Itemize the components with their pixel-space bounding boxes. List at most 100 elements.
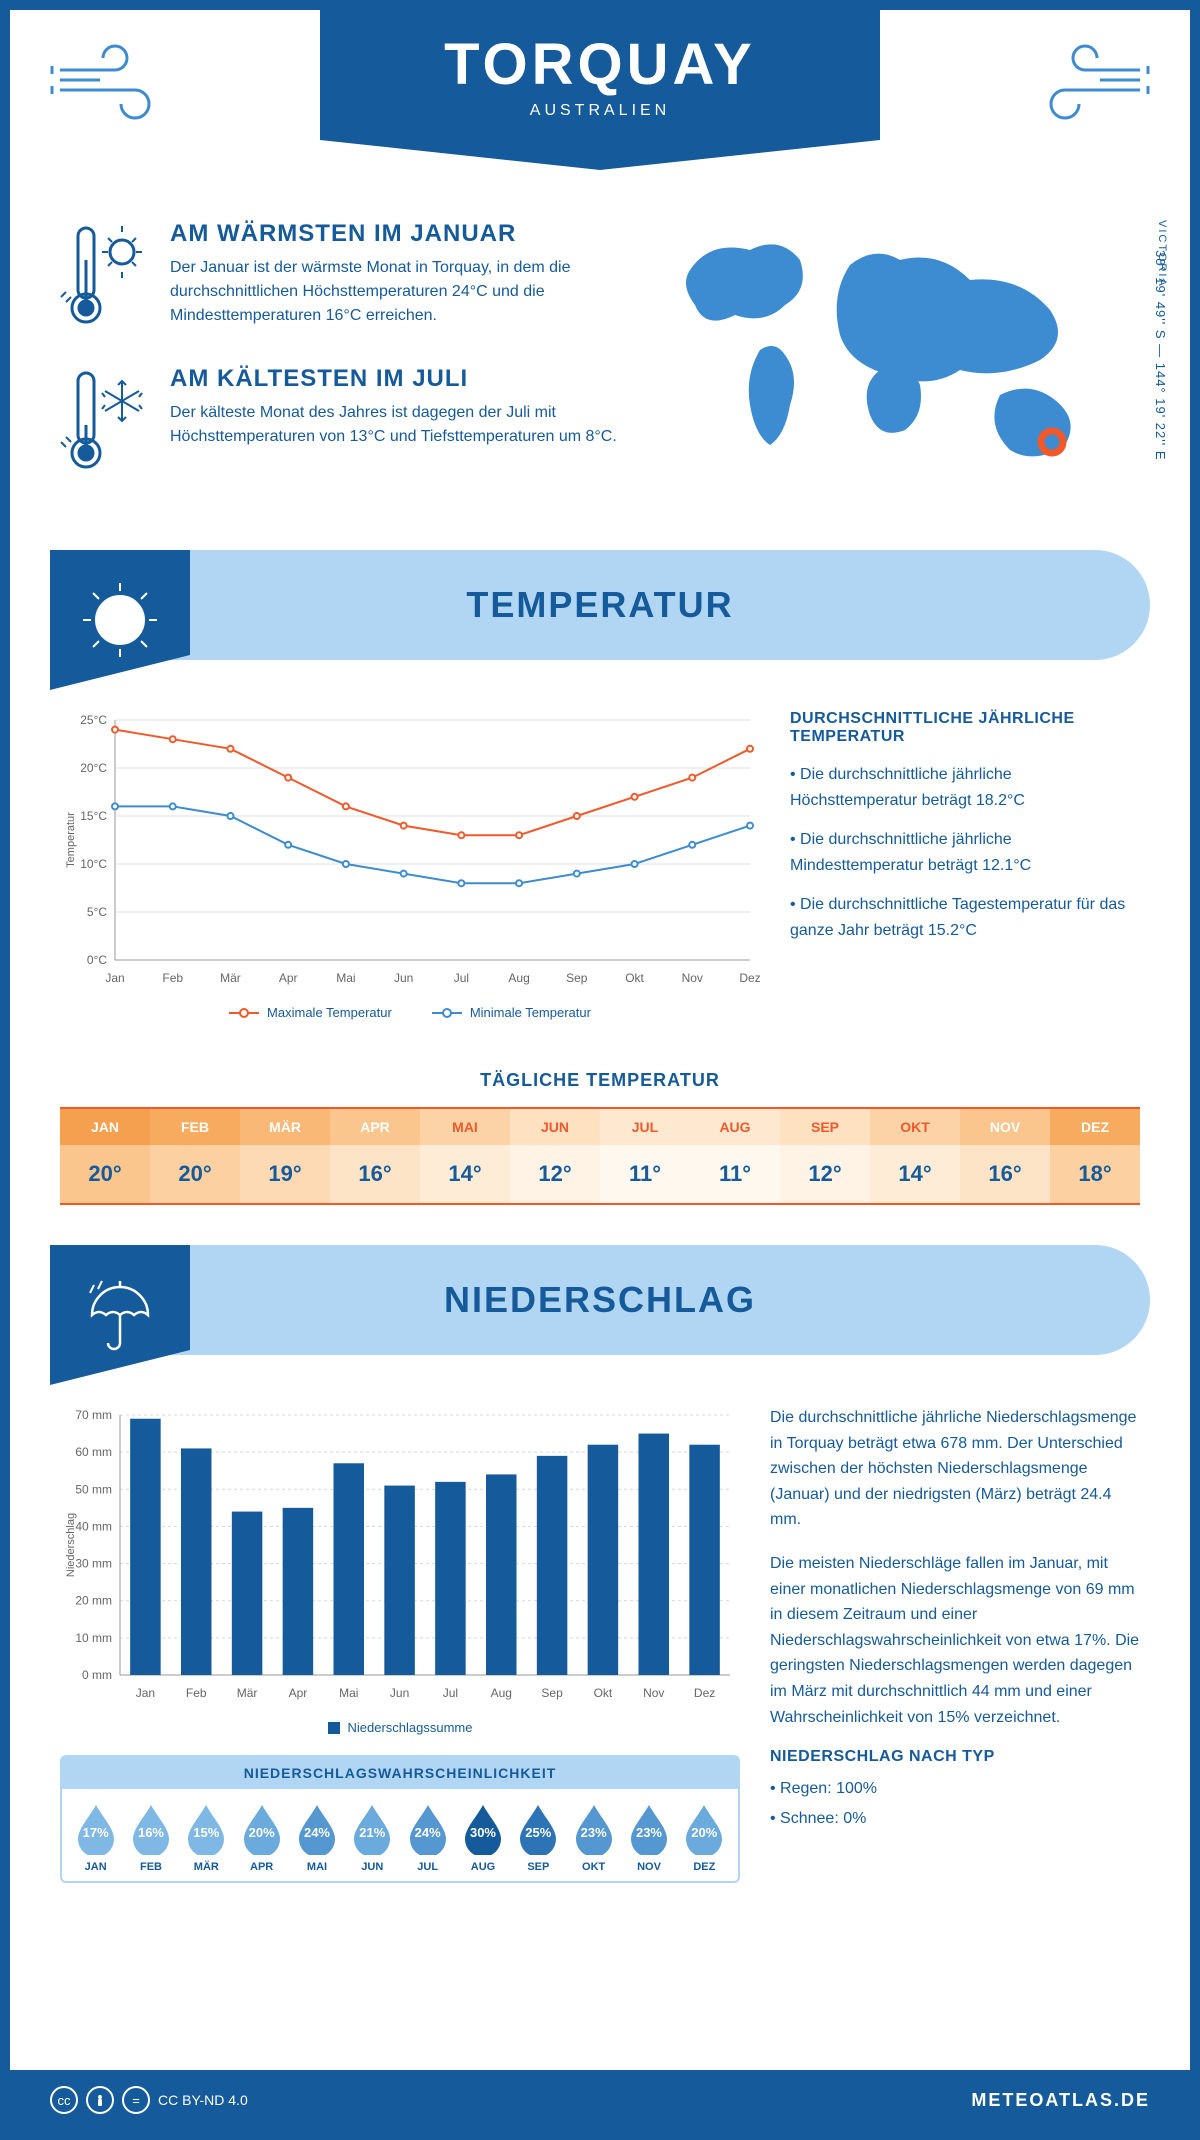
svg-text:Jul: Jul [454,971,469,985]
prob-month: SEP [513,1861,564,1873]
summary-row: AM WÄRMSTEN IM JANUAR Der Januar ist der… [10,190,1190,550]
by-icon [86,2086,114,2114]
sun-icon [50,550,190,690]
svg-text:Mär: Mär [237,1686,258,1700]
title-banner: TORQUAY AUSTRALIEN [320,10,880,170]
daily-value: 18° [1050,1145,1140,1203]
daily-month-head: AUG [690,1109,780,1145]
daily-value: 12° [780,1145,870,1203]
daily-month-head: OKT [870,1109,960,1145]
prob-cell: 25%SEP [513,1803,564,1873]
daily-month-head: NOV [960,1109,1050,1145]
raindrop-icon: 24% [295,1803,339,1855]
wind-icon [50,40,170,135]
prob-cell: 30%AUG [457,1803,508,1873]
svg-text:Jan: Jan [105,971,124,985]
precipitation-title: NIEDERSCHLAG [50,1279,1150,1321]
prob-cell: 24% JUL [402,1803,453,1873]
prob-month: JUL [402,1861,453,1873]
svg-text:Mai: Mai [339,1686,358,1700]
svg-text:70 mm: 70 mm [75,1408,112,1422]
raindrop-icon: 15% [184,1803,228,1855]
cc-icon: cc [50,2086,78,2114]
prob-month: NOV [623,1861,674,1873]
svg-text:Apr: Apr [279,971,298,985]
coldest-text: Der kälteste Monat des Jahres ist dagege… [170,401,620,449]
temperature-title: TEMPERATUR [50,584,1150,626]
world-map-icon [650,220,1140,485]
daily-value: 14° [870,1145,960,1203]
raindrop-icon: 23% [572,1803,616,1855]
svg-text:Jan: Jan [136,1686,155,1700]
precip-para2: Die meisten Niederschläge fallen im Janu… [770,1551,1140,1730]
prob-month: JAN [70,1861,121,1873]
svg-text:10°C: 10°C [80,857,107,871]
wind-icon [1030,40,1150,135]
raindrop-icon: 21% [350,1803,394,1855]
daily-month-head: MAI [420,1109,510,1145]
svg-text:Jul: Jul [443,1686,458,1700]
world-map-area: VICTORIA 38° 19' 49'' S — 144° 19' 22'' … [650,220,1140,510]
svg-text:20 mm: 20 mm [75,1594,112,1608]
raindrop-icon: 17% [74,1803,118,1855]
bar-chart-svg: 0 mm10 mm20 mm30 mm40 mm50 mm60 mm70 mmN… [60,1405,740,1705]
svg-text:Feb: Feb [162,971,183,985]
temperature-row: 0°C5°C10°C15°C20°C25°CTemperaturJanFebMä… [10,690,1190,1040]
daily-month-head: APR [330,1109,420,1145]
prob-month: MAI [291,1861,342,1873]
prob-cell: 17% JAN [70,1803,121,1873]
daily-temp-table: JANFEBMÄRAPRMAIJUNJULAUGSEPOKTNOVDEZ20°2… [60,1107,1140,1205]
svg-text:Aug: Aug [508,971,529,985]
daily-value: 20° [60,1145,150,1203]
svg-text:Feb: Feb [186,1686,207,1700]
prob-cell: 20% DEZ [679,1803,730,1873]
precip-type-bullet: • Schnee: 0% [770,1806,1140,1832]
brand-label: METEOATLAS.DE [971,2090,1150,2111]
prob-cell: 23%NOV [623,1803,674,1873]
svg-text:Mai: Mai [336,971,355,985]
raindrop-icon: 20% [240,1803,284,1855]
svg-text:Dez: Dez [739,971,760,985]
svg-text:Mär: Mär [220,971,241,985]
raindrop-icon: 20% [682,1803,726,1855]
precipitation-row: 0 mm10 mm20 mm30 mm40 mm50 mm60 mm70 mmN… [10,1385,1190,1883]
thermometer-snow-icon [60,365,150,480]
precip-type-heading: NIEDERSCHLAG NACH TYP [770,1748,1140,1766]
svg-text:Jun: Jun [394,971,413,985]
svg-text:0 mm: 0 mm [82,1668,112,1682]
svg-text:40 mm: 40 mm [75,1519,112,1533]
prob-cell: 16%FEB [125,1803,176,1873]
temp-bullet: • Die durchschnittliche Tagestemperatur … [790,892,1140,943]
svg-text:5°C: 5°C [87,905,107,919]
daily-value: 11° [600,1145,690,1203]
probability-box: NIEDERSCHLAGSWAHRSCHEINLICHKEIT 17%JAN16… [60,1755,740,1883]
svg-text:Nov: Nov [643,1686,664,1700]
page-subtitle: AUSTRALIEN [530,102,670,120]
coordinates: 38° 19' 49'' S — 144° 19' 22'' E [1153,250,1168,461]
daily-month-head: SEP [780,1109,870,1145]
svg-text:30 mm: 30 mm [75,1557,112,1571]
line-chart-svg: 0°C5°C10°C15°C20°C25°CTemperaturJanFebMä… [60,710,760,990]
svg-text:Sep: Sep [541,1686,563,1700]
license-text: CC BY-ND 4.0 [158,2092,248,2108]
prob-month: FEB [125,1861,176,1873]
svg-text:Sep: Sep [566,971,588,985]
precip-para1: Die durchschnittliche jährliche Niedersc… [770,1405,1140,1533]
daily-temp-title: TÄGLICHE TEMPERATUR [10,1070,1190,1091]
svg-text:Dez: Dez [694,1686,715,1700]
svg-text:Nov: Nov [682,971,703,985]
daily-value: 19° [240,1145,330,1203]
temperature-section-header: TEMPERATUR [50,550,1150,660]
daily-value: 14° [420,1145,510,1203]
daily-value: 11° [690,1145,780,1203]
svg-text:20°C: 20°C [80,761,107,775]
daily-month-head: DEZ [1050,1109,1140,1145]
header-banner: TORQUAY AUSTRALIEN [10,10,1190,190]
prob-month: DEZ [679,1861,730,1873]
legend-min: Minimale Temperatur [470,1005,591,1020]
warmest-block: AM WÄRMSTEN IM JANUAR Der Januar ist der… [60,220,620,335]
prob-cell: 23%OKT [568,1803,619,1873]
svg-text:60 mm: 60 mm [75,1445,112,1459]
raindrop-icon: 24% [406,1803,450,1855]
svg-text:Okt: Okt [625,971,644,985]
